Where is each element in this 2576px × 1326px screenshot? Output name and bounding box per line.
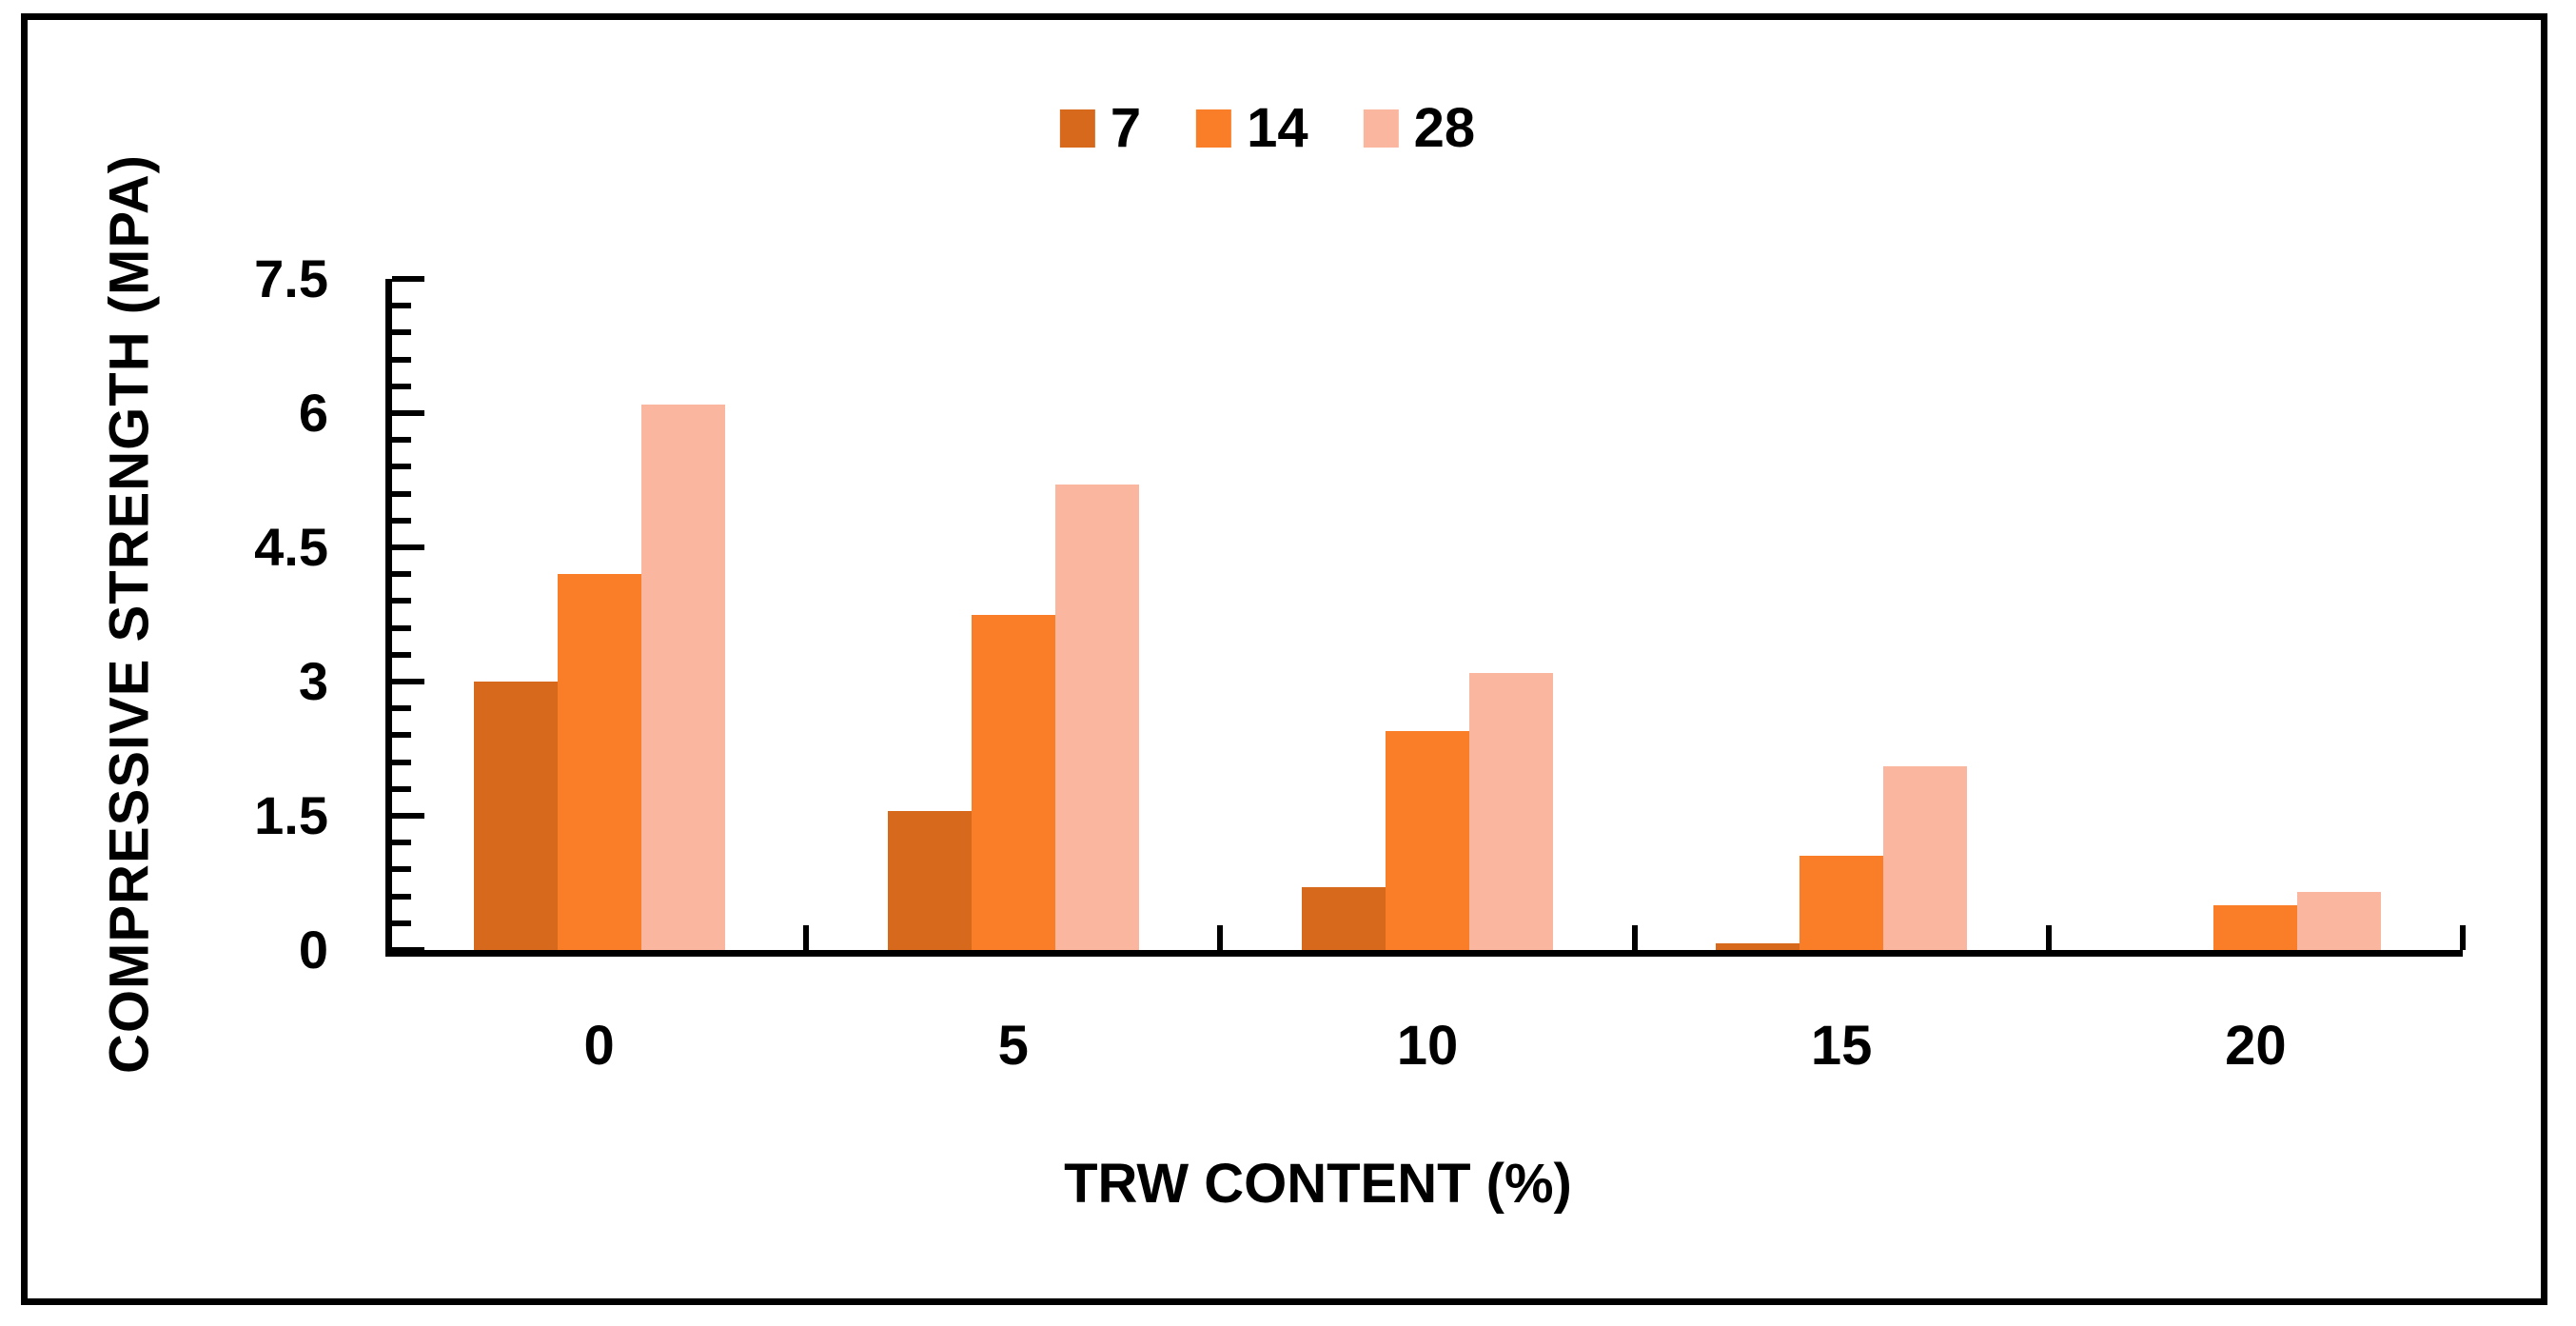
bar-14-0	[557, 574, 641, 950]
x-tick	[1631, 925, 1638, 950]
y-minor-tick	[392, 732, 411, 739]
y-minor-tick	[392, 383, 411, 389]
bar-7-5	[887, 811, 972, 950]
legend-swatch-icon	[1196, 109, 1232, 148]
x-axis-title: TRW CONTENT (%)	[1064, 1153, 1572, 1215]
bar-28-5	[1054, 485, 1139, 950]
bar-28-15	[1883, 766, 1968, 950]
bar-28-10	[1469, 672, 1553, 950]
y-minor-tick	[392, 356, 411, 363]
y-minor-tick	[392, 303, 411, 309]
y-minor-tick	[392, 517, 411, 524]
y-minor-tick	[392, 893, 411, 900]
y-major-tick	[392, 544, 424, 550]
x-tick	[803, 925, 810, 950]
x-tick-label: 5	[997, 1015, 1029, 1077]
x-tick	[2045, 925, 2052, 950]
y-major-tick	[392, 813, 424, 819]
y-tick-label: 0	[298, 920, 328, 980]
bar-7-0	[473, 682, 558, 950]
y-tick-label: 7.5	[254, 248, 328, 308]
bar-7-15	[1716, 943, 1800, 950]
bar-14-5	[971, 614, 1055, 950]
y-minor-tick	[392, 437, 411, 444]
y-axis-line	[385, 279, 392, 957]
x-tick-label: 15	[1810, 1015, 1873, 1077]
figure-border	[21, 13, 2547, 1305]
bar-14-20	[2213, 905, 2298, 950]
legend: 7 14 28	[1059, 97, 1476, 159]
y-minor-tick	[392, 759, 411, 765]
legend-swatch-icon	[1059, 109, 1095, 148]
y-tick-label: 1.5	[254, 785, 328, 845]
legend-swatch-icon	[1363, 109, 1399, 148]
y-minor-tick	[392, 598, 411, 604]
bar-7-10	[1302, 887, 1386, 950]
x-tick-label: 10	[1396, 1015, 1459, 1077]
y-minor-tick	[392, 651, 411, 658]
y-tick-label: 6	[298, 383, 328, 443]
y-major-tick	[392, 276, 424, 282]
bar-28-0	[640, 404, 725, 950]
y-minor-tick	[392, 705, 411, 712]
bar-14-15	[1799, 856, 1884, 950]
y-tick-label: 4.5	[254, 517, 328, 577]
x-axis-line	[385, 950, 2463, 957]
legend-item-7: 7	[1059, 97, 1142, 159]
y-minor-tick	[392, 624, 411, 631]
x-tick-label: 0	[583, 1015, 615, 1077]
y-minor-tick	[392, 329, 411, 336]
legend-item-28: 28	[1363, 97, 1476, 159]
y-major-tick	[392, 679, 424, 684]
legend-item-14: 14	[1196, 101, 1308, 156]
x-tick	[1217, 925, 1224, 950]
y-minor-tick	[392, 464, 411, 470]
y-minor-tick	[392, 840, 411, 846]
x-tick	[2460, 925, 2466, 950]
y-major-tick	[392, 410, 424, 416]
y-minor-tick	[392, 571, 411, 578]
bar-28-20	[2297, 891, 2382, 950]
bar-14-10	[1386, 730, 1469, 950]
y-major-tick	[392, 947, 424, 953]
legend-label: 28	[1413, 97, 1476, 159]
y-minor-tick	[392, 866, 411, 873]
legend-label: 14	[1247, 97, 1308, 159]
y-minor-tick	[392, 785, 411, 792]
legend-label: 7	[1110, 97, 1142, 159]
y-minor-tick	[392, 920, 411, 926]
y-tick-label: 3	[298, 651, 328, 711]
y-minor-tick	[392, 490, 411, 497]
x-tick-label: 20	[2225, 1015, 2287, 1077]
